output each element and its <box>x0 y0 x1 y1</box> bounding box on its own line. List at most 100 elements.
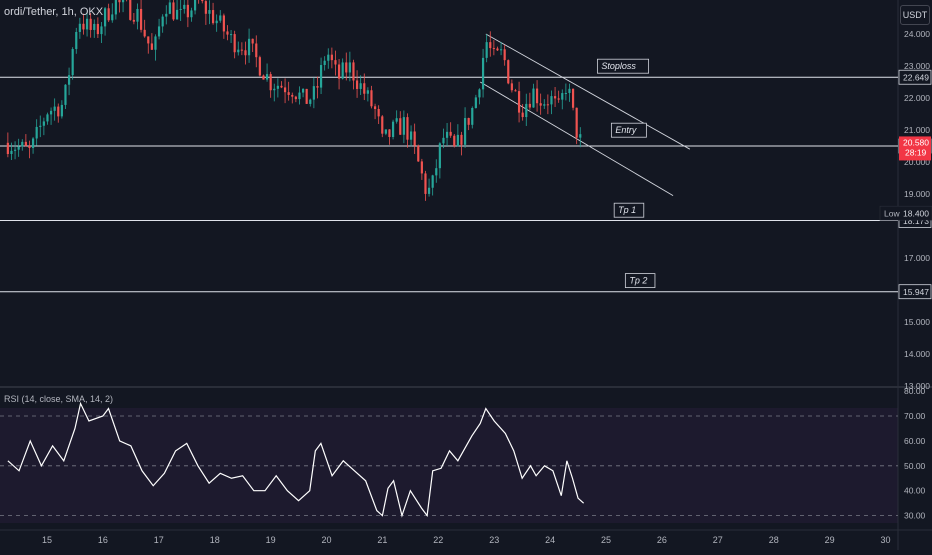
level-price-label: 18.173 <box>903 216 929 226</box>
price-tick-label: 23.000 <box>904 61 930 71</box>
candle-body <box>528 103 531 108</box>
candle-body <box>456 134 459 147</box>
candle-body <box>417 145 420 162</box>
time-tick-label: 24 <box>545 535 555 545</box>
candle-body <box>294 96 297 100</box>
candle-body <box>211 10 215 24</box>
candle-body <box>355 80 359 89</box>
candle-body <box>64 84 67 105</box>
time-tick-label: 23 <box>489 535 499 545</box>
candle-body <box>157 26 161 37</box>
candle-body <box>503 49 506 61</box>
rsi-tick-label: 60.00 <box>904 436 926 446</box>
price-tick-label: 20.000 <box>904 157 930 167</box>
candle-body <box>363 83 366 94</box>
candle-body <box>46 114 49 122</box>
candle-body <box>280 85 283 88</box>
time-tick-label: 19 <box>266 535 276 545</box>
candle-body <box>28 145 31 148</box>
candle-body <box>395 118 398 122</box>
candle-body <box>345 62 348 73</box>
annotation-label-box[interactable] <box>610 122 647 138</box>
candle-body <box>222 15 225 32</box>
candle-body <box>409 131 413 140</box>
price-tick-label: 24.000 <box>904 29 930 39</box>
price-tick-label: 21.000 <box>904 125 930 135</box>
candle-body <box>118 0 121 3</box>
level-price-badge <box>898 69 932 85</box>
candle-body <box>391 121 395 138</box>
annotation-label-box[interactable] <box>613 202 645 218</box>
annotation-label-box[interactable] <box>624 273 656 289</box>
candle-body <box>240 49 243 51</box>
candle-body <box>179 8 182 10</box>
candle-body <box>226 31 229 35</box>
candle-body <box>111 14 114 21</box>
price-tick-label: 13.000 <box>904 381 930 391</box>
time-tick-label: 28 <box>769 535 779 545</box>
time-tick-label: 26 <box>657 535 667 545</box>
current-price-badge[interactable] <box>899 136 931 161</box>
annotation-label[interactable]: Stoploss <box>601 61 636 71</box>
candle-body <box>539 103 542 106</box>
candle-body <box>273 88 276 91</box>
candle-body <box>49 110 53 115</box>
time-tick-label: 27 <box>713 535 723 545</box>
candle-body <box>402 117 405 135</box>
level-price-badge <box>898 284 932 300</box>
time-tick-label: 29 <box>825 535 835 545</box>
channel-upper-line[interactable] <box>485 33 691 150</box>
candle-body <box>175 9 179 20</box>
candle-body <box>564 92 567 94</box>
currency-button[interactable]: USDT <box>900 5 930 25</box>
candle-body <box>496 48 499 51</box>
current-price-label: 20.580 <box>903 137 929 147</box>
candle-body <box>553 96 557 99</box>
time-tick-label: 22 <box>433 535 443 545</box>
candle-body <box>154 36 157 50</box>
candle-body <box>532 88 535 108</box>
candle-body <box>373 106 377 110</box>
time-tick-label: 21 <box>377 535 387 545</box>
candle-body <box>337 64 341 79</box>
time-tick-label: 15 <box>42 535 52 545</box>
candle-body <box>507 60 510 84</box>
candle-body <box>478 89 481 98</box>
candle-body <box>319 65 323 88</box>
candle-body <box>53 106 56 111</box>
candle-body <box>244 50 247 56</box>
rsi-title[interactable]: RSI (14, close, SMA, 14, 2) <box>4 394 114 404</box>
candle-body <box>291 94 294 97</box>
rsi-tick-label: 30.00 <box>904 511 926 521</box>
candle-body <box>136 8 139 22</box>
price-tick-label: 15.000 <box>904 317 930 327</box>
candle-body <box>420 161 423 174</box>
candle-body <box>168 2 171 14</box>
candle-body <box>60 104 63 117</box>
candle-body <box>474 97 477 108</box>
time-tick-label: 20 <box>321 535 331 545</box>
annotation-label[interactable]: Tp 2 <box>629 276 647 286</box>
time-tick-label: 17 <box>154 535 164 545</box>
rsi-line[interactable] <box>7 401 585 518</box>
candle-body <box>449 131 452 136</box>
candle-body <box>17 146 20 150</box>
symbol-title[interactable]: ordi/Tether, 1h, OKX <box>4 6 104 18</box>
candle-body <box>237 49 240 53</box>
candle-body <box>557 98 560 100</box>
candle-body <box>579 134 582 138</box>
candle-body <box>139 8 143 30</box>
price-tick-label: 22.000 <box>904 93 930 103</box>
annotation-label-box[interactable] <box>597 58 650 74</box>
candle-body <box>427 187 431 194</box>
annotation-label[interactable]: Entry <box>615 125 637 135</box>
rsi-tick-label: 70.00 <box>904 411 926 421</box>
candle-body <box>399 118 402 135</box>
candle-body <box>24 141 27 146</box>
annotation-label[interactable]: Tp 1 <box>618 205 636 215</box>
candle-body <box>67 75 71 85</box>
candle-body <box>78 23 81 32</box>
candle-body <box>485 42 488 58</box>
